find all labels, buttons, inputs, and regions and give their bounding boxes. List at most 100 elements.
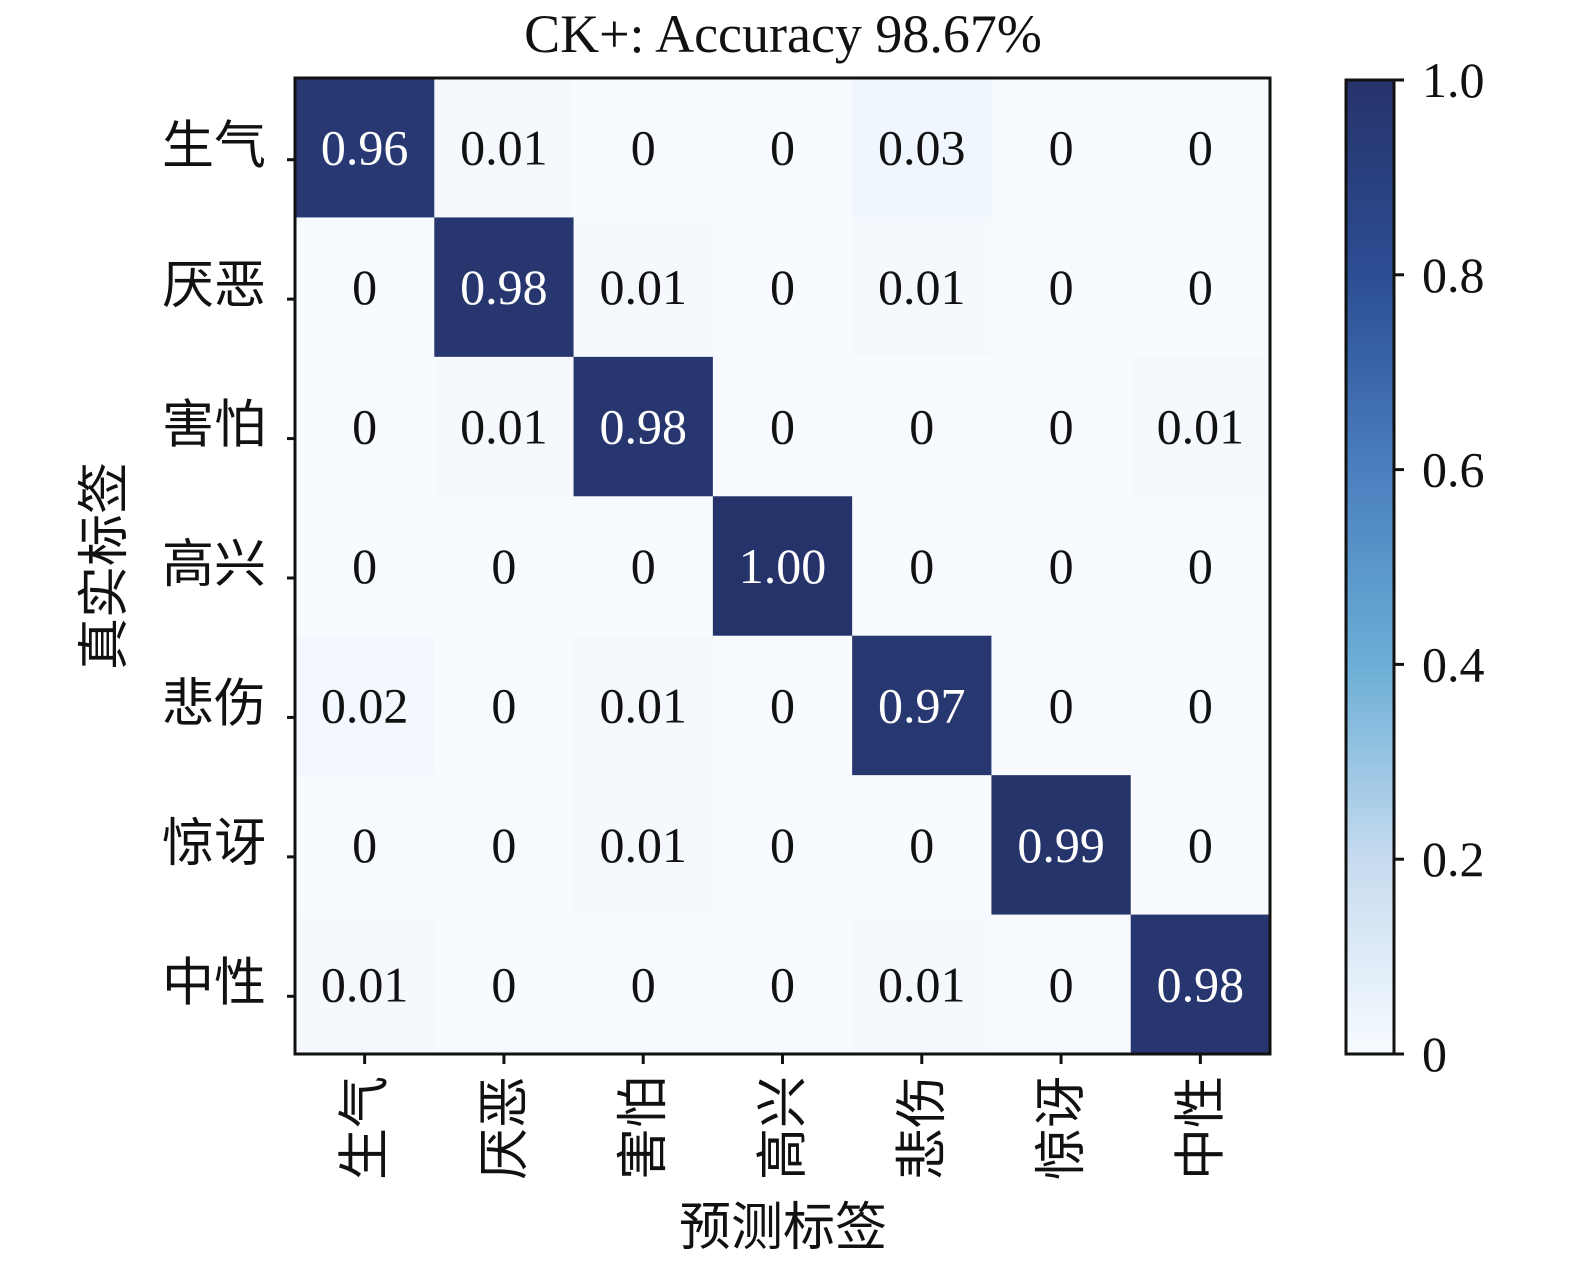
heatmap-cell [712,217,853,358]
cell-value-label: 0.01 [599,259,687,315]
heatmap-cell [434,356,575,497]
cell-value-label: 0 [1188,259,1213,315]
cell-value-label: 0 [1049,956,1074,1012]
heatmap-cell [1130,496,1271,637]
heatmap-cell [712,356,853,497]
colorbar-tick-label: 1.0 [1422,52,1485,108]
heatmap-cell [712,78,853,218]
heatmap-cell [712,914,853,1055]
heatmap-cell [434,217,575,358]
heatmap-cell [295,914,435,1055]
y-tick-label: 惊讶 [162,816,266,873]
heatmap-cell [573,914,714,1055]
heatmap-cell [991,775,1132,916]
cell-value-label: 0 [1188,677,1213,733]
heatmap-cell [295,635,435,776]
heatmap-cell [852,914,992,1055]
cell-value-label: 0 [1188,538,1213,594]
cell-value-label: 1.00 [739,538,827,594]
colorbar-tick-label: 0 [1422,1026,1447,1082]
heatmap-cell [852,356,992,497]
x-axis-ticks: 生气 厌恶 害怕 高兴 悲伤 惊讶 中性 [338,1054,1230,1180]
cell-value-label: 0.97 [878,677,966,733]
heatmap-cell [1130,356,1271,497]
cell-value-label: 0 [770,956,795,1012]
cell-value-label: 0 [491,677,516,733]
heatmap-cell [712,635,853,776]
chart-title: CK+: Accuracy 98.67% [524,4,1042,64]
heatmap-cell [712,496,853,637]
cell-value-label: 0 [352,817,377,873]
cell-value-label: 0.98 [1157,956,1245,1012]
heatmap-cell [295,775,435,916]
cell-value-label: 0 [352,259,377,315]
heatmap-cell [573,496,714,637]
cell-value-label: 0.02 [321,677,409,733]
cell-value-label: 0 [909,399,934,455]
heatmap-cell [712,775,853,916]
x-tick-label: 悲伤 [895,1076,952,1180]
y-tick-label: 害怕 [162,398,266,455]
heatmap-cell [991,356,1132,497]
heatmap-cell [295,496,435,637]
heatmap-cell [434,775,575,916]
cell-value-label: 0 [909,817,934,873]
cell-value-label: 0 [909,538,934,594]
colorbar-frame [1344,78,1396,1056]
y-tick-label: 高兴 [162,537,266,594]
cell-value-label: 0 [631,956,656,1012]
cell-value-label: 0.98 [599,399,687,455]
heatmap-cell [1130,914,1271,1055]
x-tick-label: 生气 [338,1076,395,1180]
cell-value-label: 0 [631,538,656,594]
heatmap-cell [991,217,1132,358]
cell-value-label: 0.01 [321,956,409,1012]
y-tick-label: 厌恶 [162,258,266,315]
heatmap-cell [573,635,714,776]
cell-value-label: 0 [770,677,795,733]
x-axis-label: 预测标签 [679,1200,887,1257]
heatmap-cell [991,78,1132,218]
cell-value-label: 0 [1188,120,1213,176]
cell-value-label: 0 [770,120,795,176]
heatmap-cell-labels: 0.96 0.01 0 0 0.03 0 0 0 0.98 0.01 0 0.01 0 0 0 0.01 0.9… [321,120,1244,1013]
colorbar-tick-label: 0.8 [1422,247,1485,303]
heatmap-cell [434,635,575,776]
heatmap-cell [434,78,575,218]
cell-value-label: 0 [1188,817,1213,873]
cell-value-label: 0 [631,120,656,176]
heatmap-cell [1130,78,1271,218]
colorbar-tick-label: 0.6 [1422,442,1485,498]
colorbar-tick-label: 0.4 [1422,636,1485,692]
cell-value-label: 0.01 [1157,399,1245,455]
cell-value-label: 0.01 [599,677,687,733]
heatmap-cell [1130,635,1271,776]
x-tick-label: 害怕 [616,1076,673,1180]
x-tick-label: 高兴 [756,1076,813,1180]
cell-value-label: 0.01 [460,120,548,176]
x-tick-label: 惊讶 [1034,1076,1091,1180]
y-tick-label: 生气 [162,119,266,176]
cell-value-label: 0.01 [878,956,966,1012]
cell-value-label: 0 [491,956,516,1012]
cell-value-label: 0.01 [599,817,687,873]
heatmap-cell [852,635,992,776]
heatmap-cell [573,78,714,218]
cell-value-label: 0 [491,817,516,873]
cell-value-label: 0.98 [460,259,548,315]
cell-value-label: 0 [352,399,377,455]
cell-value-label: 0 [770,399,795,455]
cell-value-label: 0 [1049,538,1074,594]
heatmap-cell [852,496,992,637]
cell-value-label: 0 [1049,677,1074,733]
cell-value-label: 0 [1049,399,1074,455]
heatmap-cell [295,356,435,497]
colorbar-ticks: 0 0.2 0.4 0.6 0.8 1.0 [1394,52,1485,1082]
heatmap-cell [434,496,575,637]
cell-value-label: 0.96 [321,120,409,176]
cell-value-label: 0.99 [1017,817,1105,873]
heatmap-cell [295,78,435,218]
colorbar [1346,80,1394,1054]
